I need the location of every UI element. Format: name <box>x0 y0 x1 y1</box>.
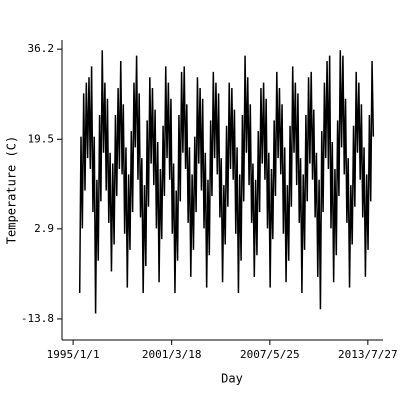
y-tick-label: 19.5 <box>28 132 55 145</box>
y-tick-label: 36.2 <box>28 42 55 55</box>
x-tick-label: 2013/7/27 <box>338 348 398 361</box>
x-tick-label: 2001/3/18 <box>142 348 202 361</box>
y-axis-label: Temperature (C) <box>5 136 19 244</box>
temperature-line <box>78 50 375 314</box>
y-tick-label: 2.9 <box>34 222 54 235</box>
y-tick-label: -13.8 <box>21 312 54 325</box>
x-tick-label: 1995/1/1 <box>47 348 100 361</box>
x-axis-label: Day <box>221 372 243 386</box>
x-tick-label: 2007/5/25 <box>240 348 300 361</box>
